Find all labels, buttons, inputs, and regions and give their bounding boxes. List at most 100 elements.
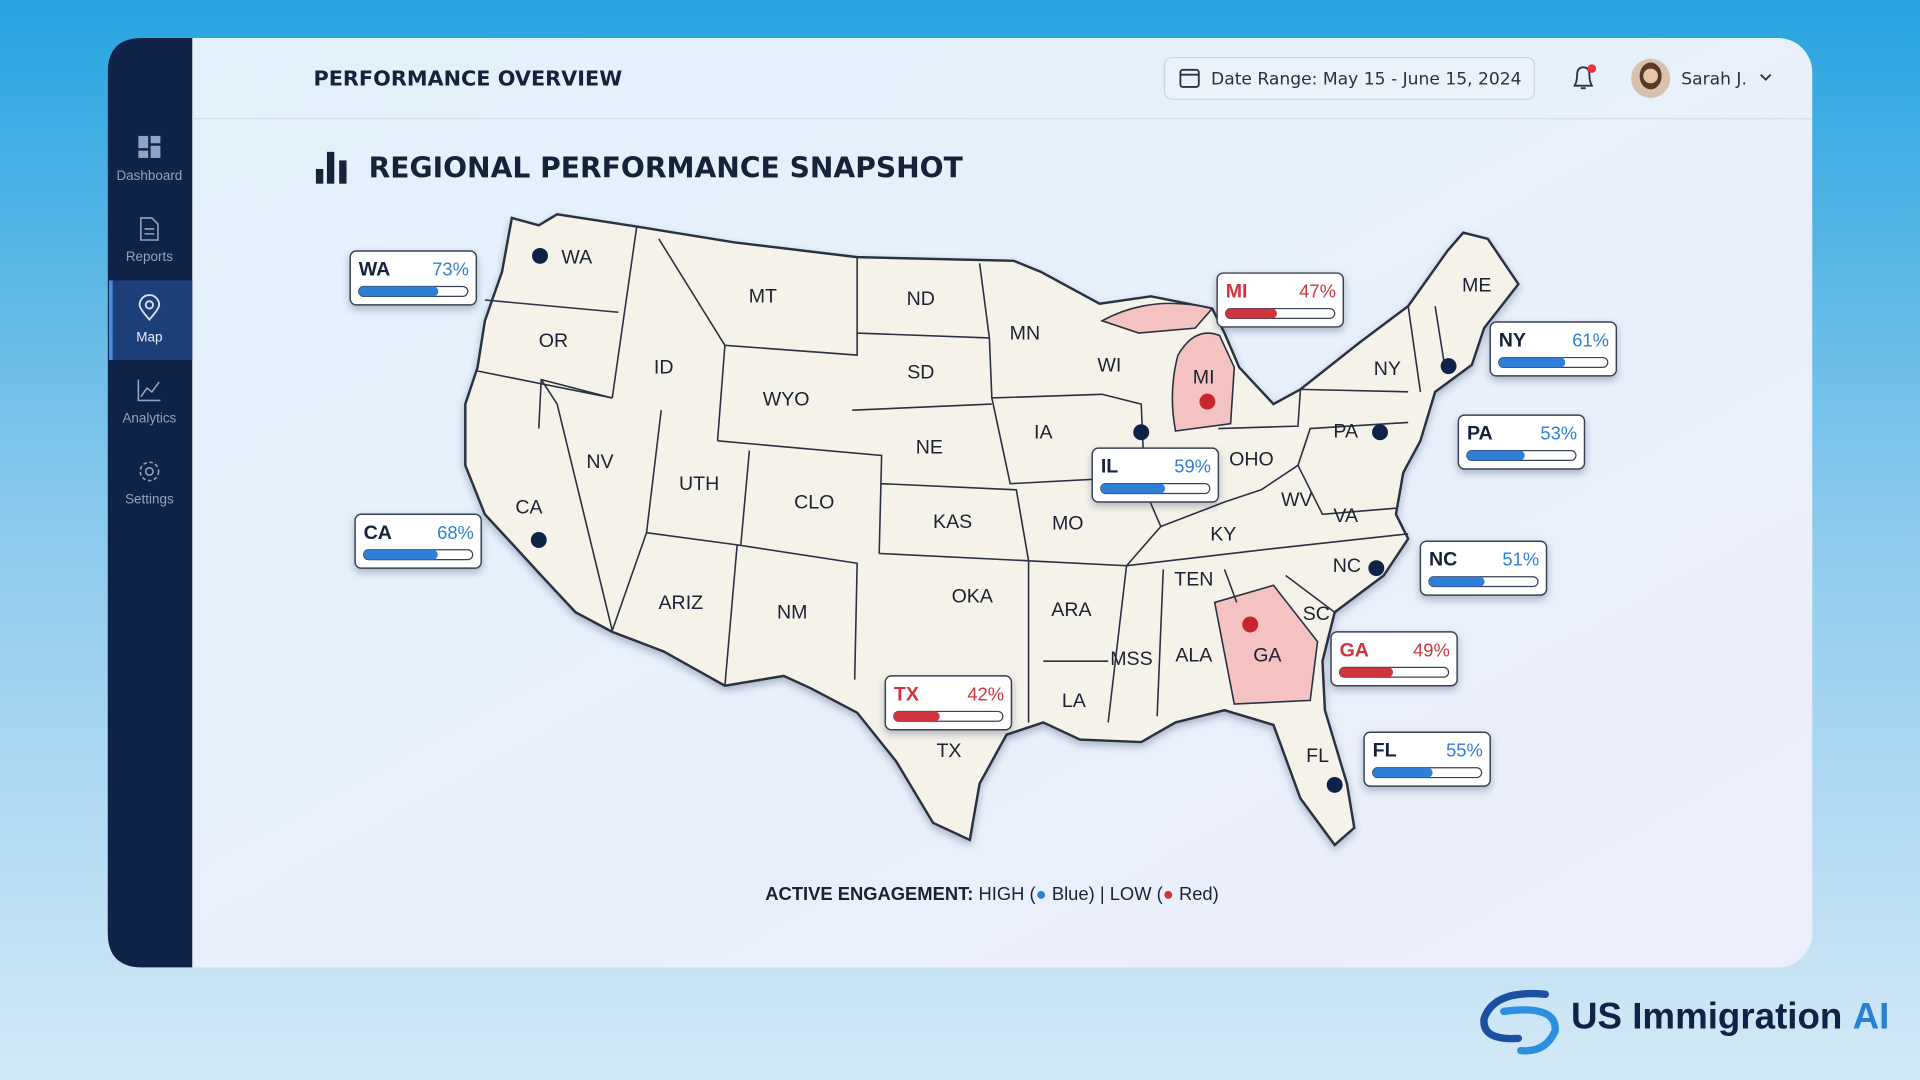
dashboard-icon bbox=[138, 135, 161, 158]
nav-item[interactable]: Map bbox=[136, 330, 162, 345]
reports-icon bbox=[140, 217, 159, 241]
state-label: MI bbox=[1193, 367, 1215, 389]
settings-icon bbox=[139, 461, 160, 482]
state-label: MO bbox=[1052, 512, 1084, 534]
callout-value: 47% bbox=[1299, 281, 1336, 302]
callout-value: 51% bbox=[1502, 549, 1539, 570]
progress-bar bbox=[363, 549, 438, 560]
state-label: MT bbox=[749, 286, 777, 308]
nav-active-bg bbox=[108, 280, 193, 360]
low-engagement-states bbox=[1100, 302, 1319, 705]
legend-high-color: Blue) bbox=[1052, 883, 1095, 904]
state-label: ARA bbox=[1051, 599, 1092, 621]
brand: US Immigration AI bbox=[1571, 996, 1889, 1037]
state-label: GA bbox=[1253, 644, 1282, 666]
page-title: PERFORMANCE OVERVIEW bbox=[313, 67, 622, 91]
user-menu-chevron[interactable] bbox=[1760, 74, 1772, 81]
state-label: KY bbox=[1210, 523, 1236, 545]
callout-state: GA bbox=[1340, 639, 1369, 661]
state-label: VA bbox=[1333, 505, 1359, 527]
nav-item[interactable]: Analytics bbox=[122, 410, 176, 425]
state-markers bbox=[530, 247, 1457, 793]
map-icon bbox=[138, 294, 161, 321]
state-label: WI bbox=[1097, 354, 1121, 376]
section-title: REGIONAL PERFORMANCE SNAPSHOT bbox=[369, 152, 964, 185]
avatar[interactable] bbox=[1631, 58, 1671, 98]
state-label: LA bbox=[1062, 690, 1087, 712]
state-label: IA bbox=[1034, 422, 1053, 444]
state-label: NM bbox=[777, 602, 807, 624]
callout-value: 73% bbox=[432, 259, 469, 280]
callout-value: 68% bbox=[437, 522, 474, 543]
state-label: CA bbox=[515, 496, 543, 518]
state-label: WYO bbox=[763, 389, 810, 411]
callout-value: 42% bbox=[967, 683, 1004, 704]
callout: GA 49% bbox=[1330, 631, 1458, 687]
state-labels: WA OR MT ND MN ID WYO SD WI MI NY ME NV UTH CLO NE IA OHO… bbox=[515, 247, 1491, 767]
legend-label: ACTIVE ENGAGEMENT: bbox=[765, 883, 973, 904]
legend-low: LOW ( bbox=[1110, 883, 1163, 904]
progress-bar bbox=[893, 711, 940, 722]
state-label: NC bbox=[1333, 555, 1361, 577]
state-label: OKA bbox=[952, 586, 994, 608]
nav-active-bar bbox=[108, 280, 113, 360]
state-label: ID bbox=[654, 357, 674, 379]
state-label: KAS bbox=[933, 511, 972, 533]
callout-state: TX bbox=[894, 683, 919, 705]
callout: WA 73% bbox=[349, 250, 478, 306]
state-label: ALA bbox=[1175, 644, 1213, 666]
progress-bar bbox=[1100, 483, 1166, 494]
callout-value: 61% bbox=[1572, 330, 1609, 351]
state-label: CLO bbox=[794, 491, 834, 513]
callout: PA 53% bbox=[1457, 414, 1586, 470]
state-label: WA bbox=[561, 247, 593, 269]
state-borders bbox=[477, 226, 1446, 723]
calendar-icon bbox=[1179, 68, 1200, 88]
progress-bar bbox=[1372, 767, 1433, 778]
state-label: ME bbox=[1462, 275, 1491, 297]
legend-separator: | bbox=[1100, 883, 1105, 904]
callout: FL 55% bbox=[1363, 731, 1491, 787]
state-label: ND bbox=[907, 288, 935, 310]
state-label: ARIZ bbox=[659, 592, 704, 614]
callout: TX 42% bbox=[884, 675, 1013, 731]
callout-state: NY bbox=[1499, 330, 1526, 352]
callout-value: 53% bbox=[1540, 423, 1577, 444]
callout: NY 61% bbox=[1489, 321, 1618, 377]
callout-state: PA bbox=[1467, 423, 1493, 445]
nav-item[interactable]: Dashboard bbox=[116, 168, 182, 183]
callout-value: 59% bbox=[1174, 456, 1211, 477]
brand-logo bbox=[1480, 989, 1559, 1055]
callout-state: IL bbox=[1101, 456, 1118, 478]
user-name[interactable]: Sarah J. bbox=[1681, 69, 1747, 89]
nav-item[interactable]: Reports bbox=[126, 249, 173, 264]
legend-low-color: Red) bbox=[1179, 883, 1219, 904]
state-label: NE bbox=[916, 436, 943, 458]
nav-item[interactable]: Settings bbox=[125, 491, 174, 506]
state-label: MSS bbox=[1110, 648, 1152, 670]
progress-bar bbox=[1466, 450, 1525, 461]
date-range-picker[interactable] bbox=[1163, 56, 1535, 100]
callout-state: NC bbox=[1429, 549, 1457, 571]
state-label: NV bbox=[586, 451, 613, 473]
notifications[interactable] bbox=[1573, 64, 1597, 90]
callout-value: 49% bbox=[1413, 639, 1450, 660]
legend-high: HIGH ( bbox=[979, 883, 1036, 904]
callout: CA 68% bbox=[354, 513, 482, 569]
callout-state: WA bbox=[359, 259, 391, 281]
state-label: TEN bbox=[1174, 569, 1213, 591]
callout-state: CA bbox=[364, 522, 392, 544]
legend: ACTIVE ENGAGEMENT: HIGH (● Blue) | LOW (… bbox=[765, 883, 1218, 904]
state-label: OR bbox=[539, 330, 568, 352]
section-icon bbox=[315, 151, 347, 184]
legend-low-dot: ● bbox=[1163, 883, 1174, 904]
legend-high-dot: ● bbox=[1036, 883, 1047, 904]
callout-state: FL bbox=[1373, 740, 1397, 762]
callout-state: MI bbox=[1226, 281, 1248, 303]
callout: MI 47% bbox=[1216, 272, 1344, 328]
state-label: UTH bbox=[679, 473, 719, 495]
analytics-icon bbox=[137, 379, 161, 402]
state-label: WV bbox=[1281, 489, 1313, 511]
callout: IL 59% bbox=[1091, 447, 1220, 503]
